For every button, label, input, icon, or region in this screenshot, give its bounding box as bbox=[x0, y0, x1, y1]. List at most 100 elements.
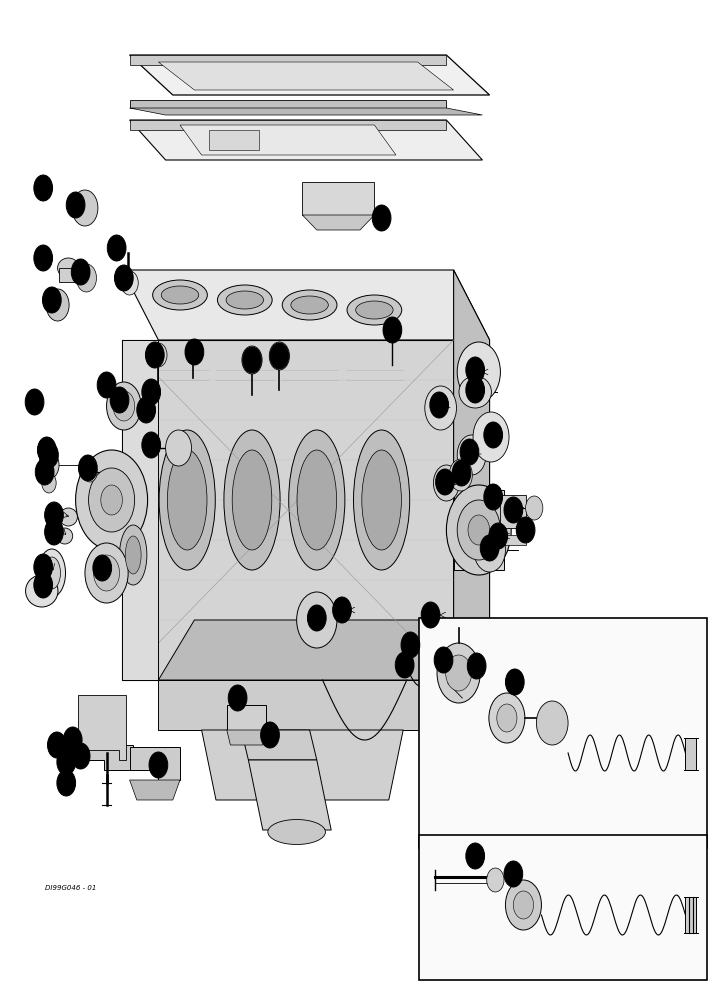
Text: 5: 5 bbox=[490, 430, 496, 440]
Circle shape bbox=[34, 572, 53, 598]
Circle shape bbox=[45, 519, 63, 545]
Circle shape bbox=[484, 484, 503, 510]
Circle shape bbox=[34, 245, 53, 271]
Circle shape bbox=[107, 235, 126, 261]
Ellipse shape bbox=[347, 295, 402, 325]
Polygon shape bbox=[302, 182, 374, 215]
Text: 63: 63 bbox=[30, 397, 40, 406]
Circle shape bbox=[42, 473, 56, 493]
Circle shape bbox=[121, 271, 138, 295]
Ellipse shape bbox=[43, 557, 60, 589]
Ellipse shape bbox=[362, 450, 402, 550]
Circle shape bbox=[71, 259, 90, 285]
Ellipse shape bbox=[268, 820, 325, 844]
Ellipse shape bbox=[58, 258, 79, 278]
Text: 7: 7 bbox=[276, 352, 282, 360]
Circle shape bbox=[25, 389, 44, 415]
Ellipse shape bbox=[60, 508, 78, 526]
Circle shape bbox=[145, 342, 164, 368]
Text: 41: 41 bbox=[472, 662, 482, 671]
Polygon shape bbox=[122, 340, 158, 680]
Circle shape bbox=[76, 450, 148, 550]
Text: 13: 13 bbox=[97, 563, 107, 572]
Polygon shape bbox=[130, 120, 482, 160]
Text: 12: 12 bbox=[52, 740, 62, 750]
Polygon shape bbox=[130, 780, 180, 800]
Text: 19: 19 bbox=[153, 760, 163, 770]
Circle shape bbox=[137, 397, 156, 423]
Ellipse shape bbox=[356, 301, 393, 319]
Text: 41A: 41A bbox=[469, 853, 482, 859]
Circle shape bbox=[261, 722, 279, 748]
Text: 29: 29 bbox=[119, 273, 129, 282]
Circle shape bbox=[93, 555, 112, 581]
Text: 3: 3 bbox=[70, 736, 76, 744]
Polygon shape bbox=[454, 270, 490, 680]
Circle shape bbox=[150, 343, 167, 367]
Text: 1: 1 bbox=[314, 613, 320, 622]
Circle shape bbox=[83, 462, 97, 482]
Circle shape bbox=[60, 735, 78, 761]
Circle shape bbox=[107, 382, 141, 430]
Circle shape bbox=[436, 469, 454, 495]
Circle shape bbox=[468, 515, 490, 545]
Ellipse shape bbox=[38, 549, 66, 597]
Circle shape bbox=[113, 391, 135, 421]
Ellipse shape bbox=[282, 290, 337, 320]
Circle shape bbox=[516, 517, 535, 543]
Circle shape bbox=[434, 647, 453, 673]
Text: 6: 6 bbox=[523, 526, 528, 534]
Circle shape bbox=[66, 192, 85, 218]
Text: 57: 57 bbox=[114, 395, 125, 404]
Text: 54: 54 bbox=[150, 351, 160, 360]
Text: 50: 50 bbox=[44, 451, 54, 460]
Ellipse shape bbox=[289, 430, 345, 570]
Text: 28: 28 bbox=[377, 214, 387, 223]
Text: 48: 48 bbox=[64, 744, 74, 752]
Polygon shape bbox=[122, 340, 454, 680]
Ellipse shape bbox=[354, 430, 410, 570]
Text: 60: 60 bbox=[146, 441, 156, 450]
Circle shape bbox=[85, 543, 128, 603]
Circle shape bbox=[460, 439, 479, 465]
Circle shape bbox=[446, 655, 472, 691]
Circle shape bbox=[39, 451, 59, 479]
Circle shape bbox=[384, 318, 401, 342]
Circle shape bbox=[446, 485, 511, 575]
Polygon shape bbox=[158, 680, 432, 730]
Circle shape bbox=[34, 554, 53, 580]
Circle shape bbox=[457, 500, 500, 560]
Circle shape bbox=[63, 727, 82, 753]
Circle shape bbox=[505, 880, 541, 930]
Text: 55: 55 bbox=[189, 348, 199, 357]
Text: 18: 18 bbox=[387, 326, 397, 335]
Text: 23: 23 bbox=[76, 752, 86, 760]
Circle shape bbox=[166, 430, 192, 466]
Circle shape bbox=[89, 468, 135, 532]
Polygon shape bbox=[130, 55, 446, 65]
Polygon shape bbox=[130, 100, 446, 108]
Text: 51: 51 bbox=[141, 405, 151, 414]
Text: 27: 27 bbox=[112, 243, 122, 252]
Circle shape bbox=[307, 605, 326, 631]
Polygon shape bbox=[202, 730, 403, 800]
Circle shape bbox=[242, 346, 262, 374]
Circle shape bbox=[94, 555, 120, 591]
Polygon shape bbox=[122, 270, 490, 340]
Circle shape bbox=[142, 432, 161, 458]
Circle shape bbox=[101, 485, 122, 515]
Text: 50: 50 bbox=[146, 387, 156, 396]
Circle shape bbox=[35, 459, 54, 485]
Circle shape bbox=[489, 523, 508, 549]
Circle shape bbox=[466, 357, 485, 383]
Circle shape bbox=[243, 347, 261, 373]
Text: 7: 7 bbox=[472, 385, 478, 394]
Circle shape bbox=[45, 502, 63, 528]
Polygon shape bbox=[158, 62, 454, 90]
Text: 42: 42 bbox=[510, 678, 520, 687]
Circle shape bbox=[504, 861, 523, 887]
FancyBboxPatch shape bbox=[419, 835, 707, 980]
Text: 11: 11 bbox=[247, 356, 257, 364]
Circle shape bbox=[269, 342, 289, 370]
Circle shape bbox=[421, 602, 440, 628]
